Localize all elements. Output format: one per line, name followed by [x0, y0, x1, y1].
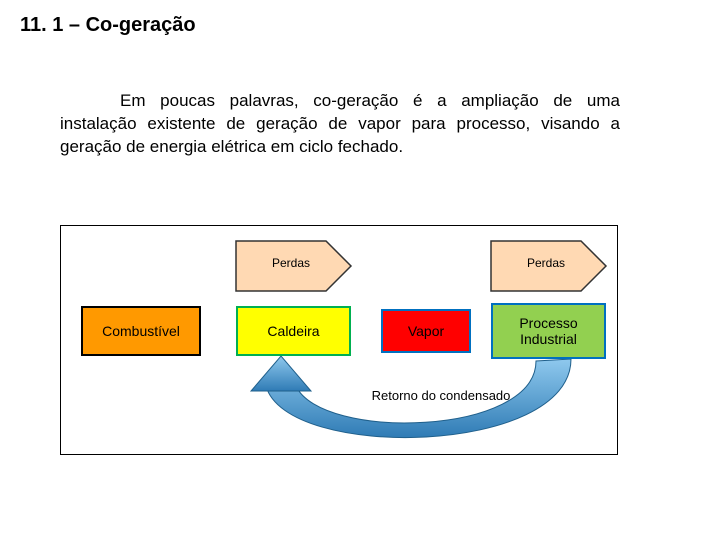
perdas-right-label: Perdas — [511, 256, 581, 270]
box-vapor: Vapor — [381, 309, 471, 353]
box-vapor-label: Vapor — [408, 323, 444, 339]
return-label: Retorno do condensado — [341, 388, 541, 403]
box-combustivel-label: Combustível — [102, 323, 180, 339]
intro-paragraph: Em poucas palavras, co-geração é a ampli… — [60, 90, 620, 159]
perdas-left-label: Perdas — [256, 256, 326, 270]
box-caldeira-label: Caldeira — [267, 323, 319, 339]
page-title: 11. 1 – Co-geração — [20, 14, 196, 37]
diagram-frame: Perdas Perdas Combustível Caldeira Vapor… — [60, 225, 618, 455]
box-processo-label: Processo Industrial — [493, 315, 604, 347]
box-processo: Processo Industrial — [491, 303, 606, 359]
box-combustivel: Combustível — [81, 306, 201, 356]
box-caldeira: Caldeira — [236, 306, 351, 356]
